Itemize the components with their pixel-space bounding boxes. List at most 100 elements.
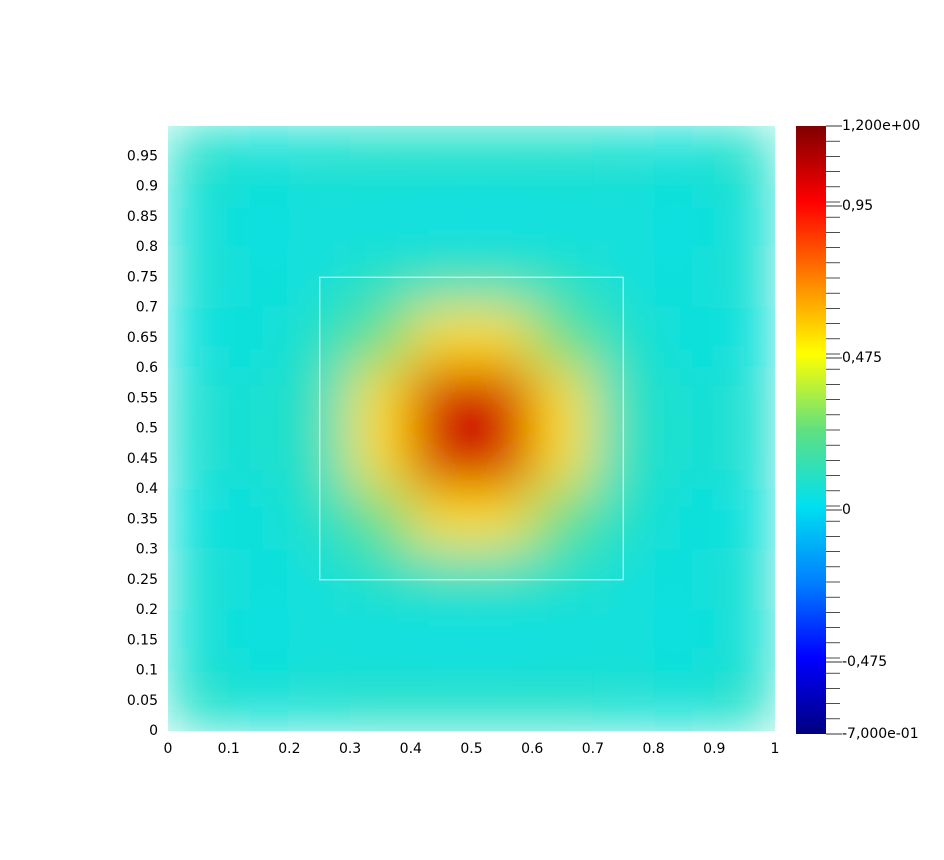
colorbar (796, 126, 826, 734)
field (168, 126, 775, 731)
colorbar-tick-label: -7,000e-01 (842, 726, 919, 742)
heatmap-cell (288, 126, 351, 187)
heatmap-cell (349, 126, 412, 187)
y-tick-label: 0.4 (136, 481, 158, 497)
heatmap-cell (168, 609, 230, 671)
heatmap-cell (410, 126, 472, 187)
colorbar-tick-label: 1,200e+00 (842, 118, 920, 134)
heatmap-cell (471, 367, 533, 429)
heatmap-cell (531, 670, 594, 731)
heatmap-cell (592, 609, 655, 671)
x-tick-label: 0.5 (460, 741, 482, 757)
heatmap-cell (168, 246, 230, 308)
heatmap-cell (653, 186, 715, 248)
heatmap-cell (168, 186, 230, 248)
heatmap-cell (228, 670, 290, 731)
heatmap-cell (531, 186, 594, 248)
y-tick-label: 0.55 (127, 390, 158, 406)
colorbar-tick-label: 0 (842, 502, 851, 518)
heatmap-cell (653, 126, 715, 187)
heatmap-cell (228, 549, 290, 611)
heatmap-cell (713, 670, 775, 731)
x-tick-label: 0.7 (582, 741, 604, 757)
axes: 0 0.1 0.2 0.3 0.4 0.5 0.6 0.7 0.8 0.9 1 0 0.05 0.1 0.1… (127, 118, 920, 757)
heatmap-cell (471, 126, 533, 187)
heatmap-cell (471, 670, 533, 731)
heatmap-cell (228, 246, 290, 308)
heatmap-cell (531, 488, 594, 550)
heatmap-cell (228, 126, 290, 187)
y-tick-label: 0.5 (136, 421, 158, 437)
y-tick-label: 0.25 (127, 572, 158, 588)
colorbar-tick-label: 0,95 (842, 198, 873, 214)
x-tick-label: 0.6 (521, 741, 543, 757)
heatmap-cell (168, 488, 230, 550)
heatmap-cell (228, 186, 290, 248)
annotation-box (319, 276, 624, 581)
heatmap-cell (531, 307, 594, 369)
heatmap-cell (168, 428, 230, 490)
heatmap-cell (228, 367, 290, 429)
heatmap-cell (713, 307, 775, 369)
heatmap-cell (168, 549, 230, 611)
y-tick-label: 0.15 (127, 632, 158, 648)
heatmap-cell (410, 428, 472, 490)
heatmap-cell (168, 126, 230, 187)
heatmap-cell (471, 488, 533, 550)
x-tick-label: 1 (771, 741, 780, 757)
heatmap-cell (349, 670, 412, 731)
heatmap-cell (653, 488, 715, 550)
heatmap-cell (653, 670, 715, 731)
heatmap-cell (592, 126, 655, 187)
heatmap-cell (349, 428, 412, 490)
x-tick-label: 0.8 (642, 741, 664, 757)
heatmap-cell (471, 609, 533, 671)
y-tick-label: 0.05 (127, 693, 158, 709)
heatmap-cell (288, 609, 351, 671)
heatmap-cell (653, 246, 715, 308)
heatmap-cell (410, 609, 472, 671)
heatmap-cell (288, 186, 351, 248)
y-tick-label: 0.85 (127, 209, 158, 225)
heatmap-cell (653, 609, 715, 671)
heatmap-cell (349, 186, 412, 248)
heatmap-cell (410, 367, 472, 429)
heatmap-cell (228, 307, 290, 369)
heatmap-cell (471, 428, 533, 490)
x-tick-label: 0.4 (400, 741, 422, 757)
x-tick-label: 0 (164, 741, 173, 757)
y-tick-label: 0.2 (136, 602, 158, 618)
heatmap-cell (288, 670, 351, 731)
y-tick-label: 0.1 (136, 663, 158, 679)
heatmap-cell (410, 307, 472, 369)
heatmap-cell (713, 367, 775, 429)
y-tick-label: 0.3 (136, 542, 158, 558)
heatmap-cell (653, 367, 715, 429)
y-tick-label: 0.8 (136, 239, 158, 255)
x-tick-label: 0.3 (339, 741, 361, 757)
heatmap-cell (228, 428, 290, 490)
heatmap-cell (168, 307, 230, 369)
y-tick-label: 0 (149, 723, 158, 739)
heatmap-cell (168, 367, 230, 429)
heatmap-cell (653, 428, 715, 490)
heatmap-cell (410, 670, 472, 731)
heatmap-cell (410, 488, 472, 550)
heatmap-cell (471, 186, 533, 248)
heatmap-cell (713, 549, 775, 611)
heatmap-cell (713, 428, 775, 490)
y-tick-label: 0.95 (127, 148, 158, 164)
heatmap-cell (531, 428, 594, 490)
heatmap (168, 126, 775, 731)
heatmap-cell (349, 307, 412, 369)
heatmap-cell (713, 126, 775, 187)
x-tick-label: 0.1 (218, 741, 240, 757)
y-tick-label: 0.75 (127, 269, 158, 285)
heatmap-cell (713, 246, 775, 308)
heatmap-cell (653, 307, 715, 369)
heatmap-cell (410, 186, 472, 248)
heatmap-cell (592, 186, 655, 248)
colorbar-tick-label: -0,475 (842, 654, 887, 670)
y-tick-label: 0.6 (136, 360, 158, 376)
heatmap-cell (713, 488, 775, 550)
